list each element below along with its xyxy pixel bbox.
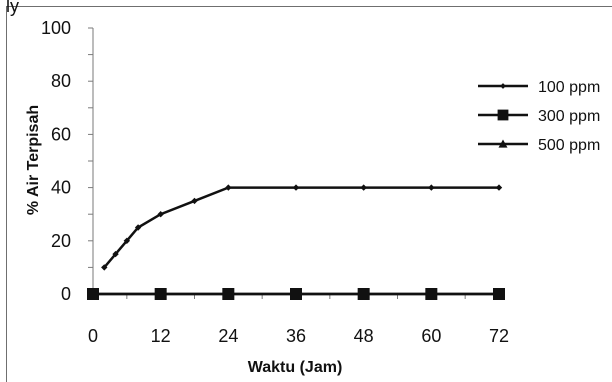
x-tick-label: 72 (489, 326, 509, 346)
page-header-fragment: ly (6, 0, 19, 16)
data-point-diamond (292, 184, 300, 191)
data-point-square (290, 288, 302, 300)
data-point-diamond (157, 211, 164, 218)
data-point-diamond (428, 184, 435, 191)
legend-marker-triangle (498, 139, 508, 148)
y-tick-label: 20 (51, 231, 71, 251)
data-point-diamond (191, 197, 198, 205)
data-point-square (154, 288, 167, 300)
x-tick-label: 60 (421, 326, 441, 346)
data-point-square (222, 288, 235, 300)
data-point-diamond (134, 224, 142, 231)
chart-frame (6, 6, 612, 382)
legend: 100 ppm 300 ppm 500 ppm (478, 79, 600, 154)
data-point-square (425, 288, 438, 300)
legend-marker-diamond (500, 83, 506, 89)
data-point-square (87, 288, 99, 300)
y-tick-label: 80 (51, 71, 71, 91)
y-tick-label: 60 (51, 124, 71, 144)
data-point-square (357, 288, 370, 300)
legend-label: 100 ppm (538, 79, 600, 96)
x-tick-label: 0 (88, 326, 98, 346)
legend-label: 300 ppm (538, 108, 600, 125)
data-point-diamond (225, 184, 232, 191)
legend-label: 500 ppm (538, 137, 600, 154)
x-tick-label: 12 (151, 326, 171, 346)
plot-area: 0 20 40 60 80 100 0 12 24 36 48 60 72 (41, 18, 509, 346)
data-point-diamond (123, 237, 131, 244)
data-point-diamond (101, 264, 108, 271)
x-tick-label: 36 (286, 326, 306, 346)
x-axis-title: Waktu (Jam) (248, 359, 343, 376)
y-tick-label: 100 (41, 18, 71, 38)
x-tick-label: 48 (354, 326, 374, 346)
series-line-100-ppm (103, 186, 499, 269)
x-tick-label: 24 (218, 326, 238, 346)
y-axis-title: % Air Terpisah (25, 105, 42, 215)
y-tick-label: 0 (61, 284, 71, 304)
data-point-diamond (360, 184, 367, 191)
legend-marker-square (497, 109, 509, 121)
data-point-diamond (495, 184, 503, 191)
y-tick-label: 40 (51, 178, 71, 198)
data-point-diamond (112, 250, 119, 258)
data-point-square (493, 288, 505, 300)
